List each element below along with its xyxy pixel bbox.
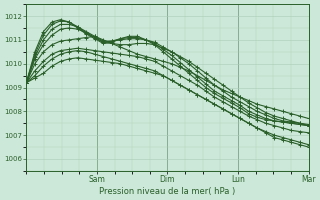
X-axis label: Pression niveau de la mer( hPa ): Pression niveau de la mer( hPa ) [99,187,236,196]
